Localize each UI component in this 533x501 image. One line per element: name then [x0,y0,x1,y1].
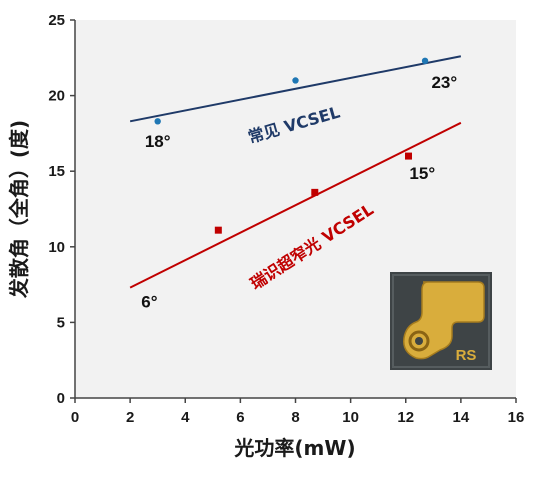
data-point-circle [421,57,429,65]
x-tick-label: 14 [453,409,470,426]
data-points [154,57,429,234]
data-point-square [311,188,319,196]
y-tick-label: 10 [48,239,65,256]
y-axis-title: 发散角（全角）(度) [7,120,31,299]
chip-logo: RS [456,347,477,364]
vcsel-chip-inset: RS [390,272,492,370]
angle-annotation: 18° [145,132,171,151]
x-tick-label: 10 [342,409,359,426]
angle-annotation: 15° [409,164,435,183]
x-tick-label: 0 [71,409,79,426]
data-point-circle [154,118,161,125]
trendlines [129,55,462,289]
chip-aperture [408,330,430,352]
x-tick-label: 16 [508,409,525,426]
trendline-series-1 [129,121,462,289]
angle-annotation: 23° [431,73,457,92]
x-tick-label: 8 [291,409,299,426]
data-point-circle [292,77,299,84]
y-ticks: 0 5 10 15 20 25 [48,12,75,407]
trendline-series-0 [129,55,462,123]
data-point-square [214,226,222,234]
y-tick-label: 0 [57,390,65,407]
x-axis-title: 光功率(mW) [233,436,355,460]
y-tick-label: 15 [48,163,65,180]
y-tick-label: 25 [48,12,65,29]
x-tick-label: 2 [126,409,134,426]
data-point-square [405,152,413,160]
y-tick-label: 20 [48,88,65,105]
angle-annotation: 6° [141,292,157,311]
x-ticks: 0 2 4 6 8 10 12 14 16 [71,398,525,426]
x-tick-label: 12 [397,409,414,426]
x-tick-label: 6 [236,409,244,426]
chip-pad [403,281,485,360]
x-tick-label: 4 [181,409,190,426]
y-tick-label: 5 [57,314,65,331]
annotations: 18° 23° 15° 6° [141,73,457,311]
